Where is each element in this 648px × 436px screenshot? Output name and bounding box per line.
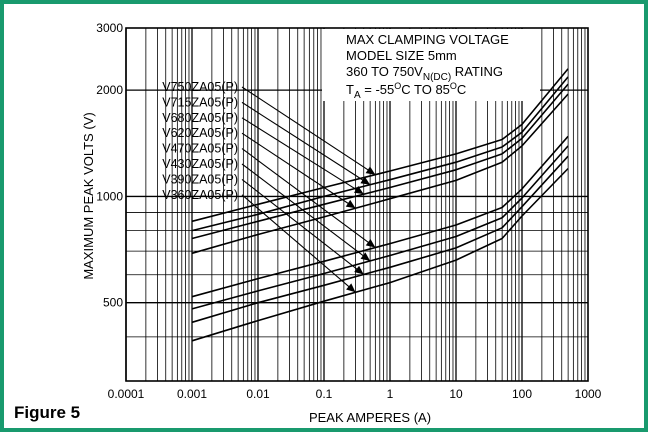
series-line [191,167,569,342]
series-line [191,145,569,310]
label-arrow-head [360,176,371,185]
annotation-line-1: MAX CLAMPING VOLTAGE [346,32,509,47]
series-label: V750ZA05(P) [162,80,238,94]
annotation-line-4: TA = -55OC TO 85OC [346,81,466,101]
y-tick-label: 2000 [96,83,123,97]
figure-label: Figure 5 [14,403,80,422]
label-arrow-line [241,163,371,262]
label-arrow-head [345,199,356,209]
x-tick-label: 1000 [575,387,602,401]
label-arrow-head [365,238,376,248]
label-arrow-line [241,117,365,195]
series-line [191,93,569,255]
series-label: V620ZA05(P) [162,126,238,140]
x-tick-label: 1 [387,387,394,401]
x-tick-labels: 0.0001 0.001 0.01 0.1 1 10 100 1000 [108,387,602,401]
label-arrow-head [360,252,371,261]
series-label: V470ZA05(P) [162,142,238,156]
x-tick-label: 0.001 [177,387,207,401]
label-arrow-line [241,101,371,186]
label-arrow-head [353,186,364,195]
label-arrow-head [346,283,356,293]
annotation-line-3: 360 TO 750VN(DC) RATING [346,64,503,83]
label-arrow-head [354,265,364,275]
x-tick-label: 0.1 [316,387,333,401]
annotation-box [322,29,540,101]
label-arrow-line [241,86,376,176]
plot-border [125,27,589,382]
series-lines [191,68,569,342]
chart-svg: 0.0001 0.001 0.01 0.1 1 10 100 1000 500 1000 2000… [14,21,602,425]
x-axis-label: PEAK AMPERES (A) [309,410,431,425]
x-tick-label: 100 [512,387,532,401]
series-line [191,76,569,232]
label-arrow-line [241,148,376,248]
x-tick-label: 10 [449,387,463,401]
y-tick-label: 500 [103,296,123,310]
label-arrow-head [365,166,376,175]
series-line [191,135,569,298]
annotation-line-2: MODEL SIZE 5mm [346,48,457,63]
series-line [191,68,569,223]
label-arrow-line [241,178,365,275]
label-arrow-line [241,194,356,293]
series-label: V360ZA05(P) [162,188,238,202]
grid-minor [126,27,588,382]
series-label: V715ZA05(P) [162,95,238,109]
label-arrow-line [241,132,356,209]
y-tick-label: 1000 [96,189,123,203]
x-tick-label: 0.01 [246,387,270,401]
series-labels: V750ZA05(P)V715ZA05(P) V680ZA05(P)V620ZA0… [162,80,238,202]
x-tick-label: 0.0001 [108,387,145,401]
y-axis-label: MAXIMUM PEAK VOLTS (V) [81,112,96,279]
series-label: V680ZA05(P) [162,111,238,125]
series-label: V390ZA05(P) [162,172,238,186]
series-label: V430ZA05(P) [162,157,238,171]
y-tick-label: 3000 [96,21,123,35]
label-arrows [241,86,376,293]
y-tick-labels: 500 1000 2000 3000 [96,21,123,310]
series-line [191,155,569,324]
